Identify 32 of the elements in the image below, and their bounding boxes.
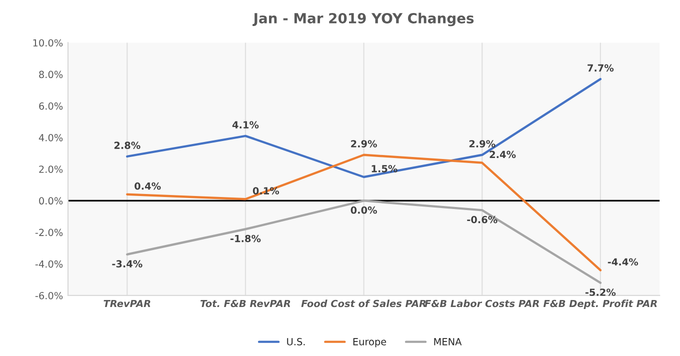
x-tick-label: F&B Dept. Profit PAR (543, 300, 657, 310)
y-tick-label: 8.0% (39, 70, 63, 78)
data-label: -1.8% (230, 234, 261, 242)
data-label: 0.4% (134, 182, 161, 190)
y-tick-label: 0.0% (39, 197, 63, 205)
data-label: 2.9% (469, 140, 496, 148)
legend-label: U.S. (287, 338, 305, 346)
y-tick-label: 2.0% (39, 166, 63, 173)
x-tick-label: F&B Labor Costs PAR (424, 300, 539, 308)
x-tick-label: Food Cost of Sales PAR (301, 300, 426, 308)
y-tick-label: -2.0% (35, 228, 63, 236)
chart-title: Jan - Mar 2019 YOY Changes (252, 12, 474, 26)
data-label: 4.1% (232, 121, 259, 128)
data-label: 2.4% (490, 150, 516, 158)
data-label: -5.2% (585, 288, 616, 296)
data-label: 7.7% (588, 64, 614, 72)
y-tick-label: -4.0% (35, 260, 63, 268)
data-label: 1.5% (372, 164, 398, 172)
y-tick-label: 6.0% (39, 102, 63, 110)
data-label: -4.4% (608, 258, 638, 266)
legend-label: MENA (434, 338, 462, 346)
y-tick-label: 10.0% (33, 39, 63, 47)
y-tick-label: 4.0% (38, 134, 63, 142)
x-tick-label: TRevPAR (104, 300, 150, 308)
y-tick-label: -6.0% (35, 292, 63, 300)
legend-label: Europe (353, 338, 386, 348)
data-label: 0.0% (350, 206, 377, 214)
data-label: -3.4% (112, 260, 142, 268)
data-label: -0.6% (467, 216, 498, 224)
data-label: 2.8% (114, 142, 140, 150)
data-label: 2.9% (351, 140, 377, 148)
x-tick-label: Tot. F&B RevPAR (200, 300, 290, 308)
